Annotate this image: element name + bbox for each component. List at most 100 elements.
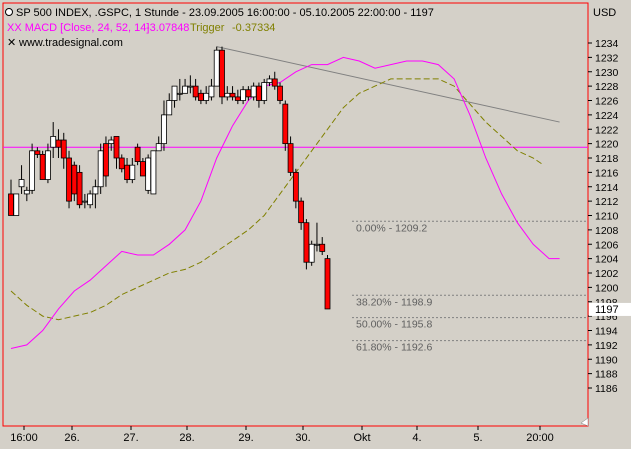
candle-body[interactable] (197, 92, 204, 101)
x-axis: 16:00 26. 27. 28. 29. 30. Okt 4. 5. 20:00 (10, 426, 554, 444)
candle-body[interactable] (23, 189, 30, 195)
candle-body[interactable] (29, 150, 36, 191)
candle-body[interactable] (8, 193, 14, 216)
x-tick-label: 5. (473, 432, 482, 444)
candle-body[interactable] (282, 103, 289, 145)
candle-body[interactable] (13, 193, 20, 216)
macd-line (10, 56, 560, 349)
y-tick-label: 1202 (595, 268, 619, 280)
close-icon[interactable]: ✕ (7, 37, 16, 49)
candle-body[interactable] (171, 85, 178, 101)
candle-body[interactable] (97, 150, 104, 188)
candle-layer[interactable] (8, 46, 331, 310)
candle-body[interactable] (45, 150, 51, 180)
y-tick-label: 1226 (595, 96, 619, 108)
y-tick-label: 1188 (595, 369, 618, 381)
candle-body[interactable] (50, 136, 57, 148)
candle-body[interactable] (155, 143, 162, 152)
candle-body[interactable] (319, 243, 326, 252)
candle-body[interactable] (87, 193, 94, 206)
candle-body[interactable] (314, 243, 320, 246)
candle-body[interactable] (192, 85, 199, 98)
candle-body[interactable] (250, 85, 257, 98)
candle-body[interactable] (213, 49, 220, 87)
candle-body[interactable] (224, 92, 231, 98)
y-tick-label: 1200 (595, 282, 619, 294)
candle-body[interactable] (71, 164, 78, 195)
candle-body[interactable] (145, 157, 152, 191)
resize-grip-icon[interactable] (580, 417, 589, 427)
indicator-name: XX MACD [Close, 24, 52, 14] (7, 22, 149, 34)
candle-body[interactable] (256, 85, 262, 101)
candle-body[interactable] (118, 157, 125, 170)
candle-body[interactable] (103, 143, 109, 177)
x-tick-label: 26. (64, 432, 79, 444)
last-price-label: 1197 (595, 304, 619, 316)
x-tick-label: 30. (295, 432, 310, 444)
candle-body[interactable] (92, 186, 99, 195)
y-tick-label: 1204 (595, 254, 619, 266)
candle-body[interactable] (60, 139, 67, 159)
candle-body[interactable] (234, 96, 241, 101)
x-tick-label: 4. (412, 432, 421, 444)
candle-body[interactable] (139, 161, 146, 177)
plot-area[interactable] (2, 2, 589, 427)
candle-body[interactable] (108, 139, 115, 145)
y-tick-label: 1190 (595, 354, 618, 366)
x-tick-label: 16:00 (10, 432, 38, 444)
candle-body[interactable] (261, 82, 268, 101)
candle-body[interactable] (308, 243, 315, 263)
y-tick-label: 1220 (595, 139, 619, 151)
candle-body[interactable] (81, 200, 88, 203)
instrument-icon[interactable] (5, 8, 13, 16)
last-price-box (589, 302, 631, 316)
candle-body[interactable] (161, 114, 167, 145)
candle-body[interactable] (129, 164, 136, 180)
fib-label: 0.00% - 1209.2 (356, 222, 427, 234)
candle-body[interactable] (187, 85, 194, 88)
candle-body[interactable] (271, 78, 278, 87)
candle-body[interactable] (240, 89, 247, 101)
candle-body[interactable] (55, 139, 62, 148)
candle-body[interactable] (134, 146, 141, 162)
candle-body[interactable] (298, 200, 305, 224)
y-tick-label: 1186 (595, 383, 618, 395)
y-axis-unit: USD (593, 7, 616, 19)
y-tick-label: 1210 (595, 211, 619, 223)
candle-body[interactable] (176, 92, 183, 95)
fib-label: 50.00% - 1195.8 (356, 319, 432, 331)
candle-body[interactable] (324, 258, 331, 310)
y-tick-label: 1192 (595, 340, 618, 352)
candle-body[interactable] (150, 150, 157, 195)
trendline[interactable] (216, 46, 560, 123)
y-tick-label: 1208 (595, 225, 619, 237)
candle-body[interactable] (219, 49, 225, 98)
indicator-layer (10, 56, 560, 349)
trigger-label: Trigger (190, 22, 225, 34)
candle-body[interactable] (66, 157, 72, 202)
candle-body[interactable] (287, 143, 294, 173)
candle-body[interactable] (166, 100, 173, 116)
candle-body[interactable] (182, 85, 188, 94)
chart-header: SP 500 INDEX, .GSPC, 1 Stunde - 23.09.20… (5, 7, 434, 49)
candle-body[interactable] (203, 92, 210, 101)
indicator-value: -3.07848 (146, 22, 189, 34)
chart-title: SP 500 INDEX, .GSPC, 1 Stunde - 23.09.20… (16, 7, 434, 19)
candle-body[interactable] (277, 85, 283, 101)
candle-body[interactable] (39, 154, 46, 180)
y-tick-label: 1228 (595, 81, 619, 93)
candle-body[interactable] (208, 85, 215, 98)
candle-body[interactable] (266, 78, 273, 83)
candle-body[interactable] (292, 171, 299, 202)
fib-label: 38.20% - 1198.9 (356, 296, 432, 308)
candle-body[interactable] (124, 164, 130, 180)
candle-body[interactable] (113, 136, 120, 159)
candle-body[interactable] (18, 179, 25, 188)
candle-body[interactable] (34, 150, 41, 155)
candle-body[interactable] (245, 89, 252, 98)
y-tick-label: 1212 (595, 196, 619, 208)
last-price-tag: 1197 (589, 302, 631, 316)
candle-body[interactable] (303, 222, 310, 263)
candle-body[interactable] (229, 92, 236, 98)
candle-body[interactable] (76, 171, 83, 206)
